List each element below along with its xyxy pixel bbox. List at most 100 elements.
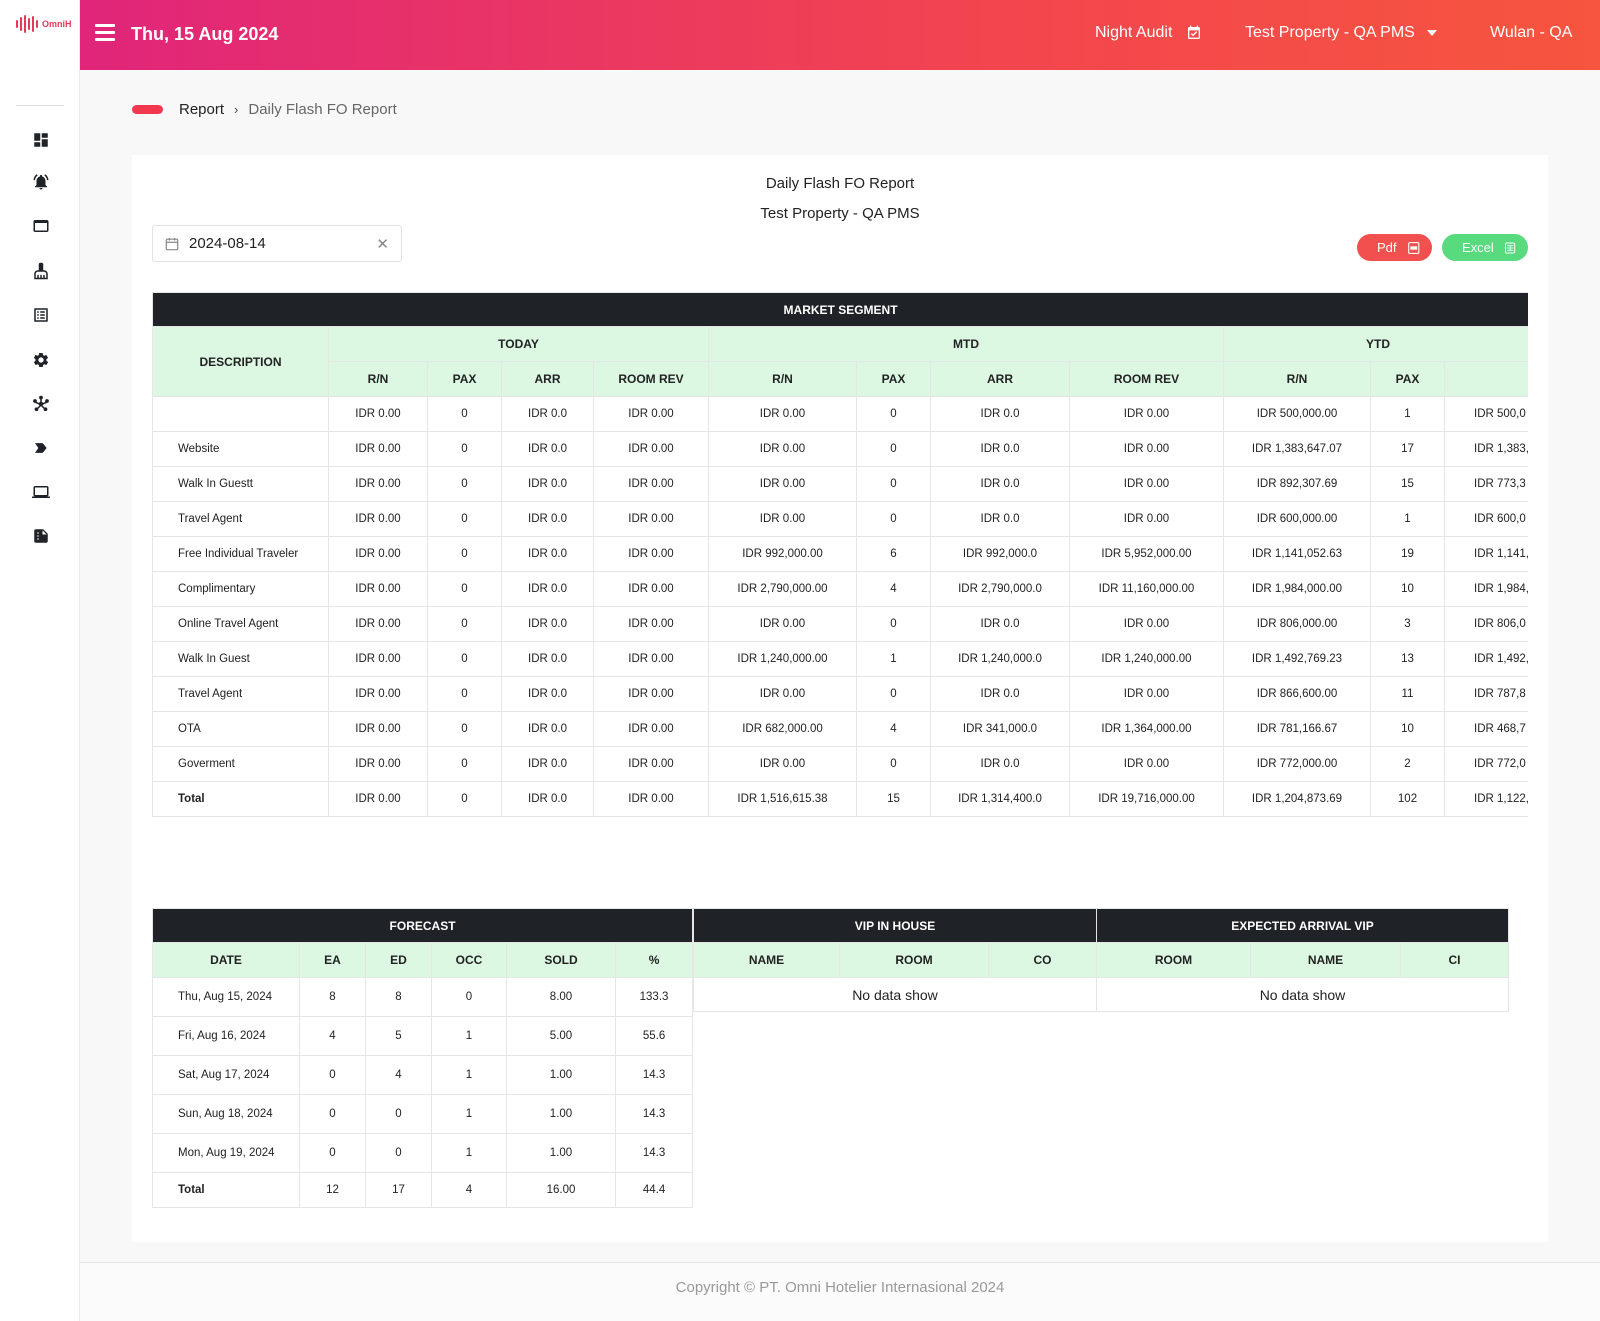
report-icon[interactable]	[30, 525, 52, 547]
eav-room-header: ROOM	[1096, 942, 1251, 978]
forecast-ed-cell: 0	[365, 1094, 432, 1134]
dashboard-icon[interactable]	[30, 129, 52, 151]
property-dropdown[interactable]: Test Property - QA PMS	[1245, 24, 1437, 42]
forecast-occ-cell: 1	[431, 1133, 507, 1173]
table-cell: IDR 682,000.00	[708, 711, 857, 747]
list-icon[interactable]	[30, 304, 52, 326]
table-cell: IDR 0.00	[708, 746, 857, 782]
laptop-icon[interactable]	[30, 481, 52, 503]
table-row: Travel Agent IDR 0.00 0 IDR 0.0 IDR 0.00 IDR …	[152, 501, 1528, 537]
calendar-icon	[165, 237, 179, 251]
breadcrumb-root[interactable]: Report	[179, 101, 225, 118]
table-cell: IDR 0.0	[501, 431, 594, 467]
date-picker[interactable]: ✕	[152, 225, 402, 262]
table-row: OTA IDR 0.00 0 IDR 0.0 IDR 0.00 IDR 682,000.0…	[152, 711, 1528, 747]
table-cell: 0	[427, 431, 502, 467]
forecast-ea-cell: 8	[299, 977, 366, 1017]
table-cell: 0	[427, 641, 502, 677]
arrow-tag-icon[interactable]	[30, 437, 52, 459]
market-segment-table-wrapper[interactable]: MARKET SEGMENT DESCRIPTION TODAY MTD YTD…	[152, 292, 1528, 817]
table-cell: IDR 0.0	[501, 396, 594, 432]
table-cell: IDR 772,0	[1443, 746, 1528, 782]
forecast-row: Sat, Aug 17, 2024 0 4 1 1.00 14.3	[152, 1055, 694, 1095]
clear-icon[interactable]: ✕	[376, 235, 389, 253]
segment-description: Travel Agent	[152, 501, 329, 537]
table-cell: IDR 0.00	[593, 396, 709, 432]
table-cell: 0	[856, 501, 931, 537]
breadcrumb: Report › Daily Flash FO Report	[132, 101, 397, 118]
table-cell: IDR 0.00	[593, 431, 709, 467]
table-cell: IDR 2,790,000.00	[708, 571, 857, 607]
table-cell: IDR 0.00	[328, 466, 428, 502]
table-cell: IDR 0.00	[328, 746, 428, 782]
column-header: ROOM REV	[593, 361, 709, 397]
settings-icon[interactable]	[30, 349, 52, 371]
pdf-label: Pdf	[1377, 240, 1397, 255]
table-cell: IDR 0.0	[501, 781, 594, 817]
window-icon[interactable]	[30, 215, 52, 237]
report-subtitle: Test Property - QA PMS	[760, 205, 920, 222]
forecast-ed-cell: 8	[365, 977, 432, 1017]
menu-toggle-icon[interactable]	[95, 24, 117, 42]
table-cell: IDR 0.00	[328, 501, 428, 537]
forecast-total-pct: 44.4	[614, 1172, 694, 1208]
forecast-row: Mon, Aug 19, 2024 0 0 1 1.00 14.3	[152, 1133, 694, 1173]
footer: Copyright © PT. Omni Hotelier Internasio…	[80, 1262, 1600, 1321]
forecast-ed-cell: 4	[365, 1055, 432, 1095]
table-cell: IDR 1,204,873.69	[1223, 781, 1371, 817]
property-label: Test Property - QA PMS	[1245, 24, 1415, 41]
night-audit-button[interactable]: Night Audit	[1095, 24, 1202, 42]
forecast-occ-cell: 1	[431, 1094, 507, 1134]
segment-description: Online Travel Agent	[152, 606, 329, 642]
table-cell: IDR 0.00	[1069, 746, 1224, 782]
export-excel-button[interactable]: Excel	[1442, 234, 1528, 261]
excel-label: Excel	[1462, 240, 1494, 255]
table-cell: IDR 1,314,400.0	[930, 781, 1070, 817]
date-input[interactable]	[189, 235, 369, 252]
segment-description: Goverment	[152, 746, 329, 782]
export-pdf-button[interactable]: Pdf	[1357, 234, 1432, 261]
table-cell: 1	[1370, 501, 1445, 537]
vip-co-header: CO	[988, 942, 1097, 978]
caret-down-icon	[1426, 30, 1437, 36]
network-icon[interactable]	[30, 393, 52, 415]
table-cell: IDR 0.0	[930, 431, 1070, 467]
segment-description: Travel Agent	[152, 676, 329, 712]
alarm-icon[interactable]	[30, 171, 52, 193]
expected-arrival-vip-table-wrapper: EXPECTED ARRIVAL VIP ROOM NAME CI No dat…	[1096, 908, 1509, 1012]
table-cell: 0	[427, 501, 502, 537]
forecast-pct-cell: 14.3	[614, 1055, 694, 1095]
forecast-total-ea: 12	[299, 1172, 366, 1208]
table-cell: IDR 0.00	[593, 676, 709, 712]
forecast-column-header: %	[614, 942, 694, 978]
table-cell: 0	[856, 606, 931, 642]
forecast-column-header: EA	[299, 942, 366, 978]
forecast-pct-cell: 14.3	[614, 1133, 694, 1173]
forecast-date-cell: Sat, Aug 17, 2024	[152, 1055, 300, 1095]
forecast-total-row: Total 12 17 4 16.00 44.4	[152, 1172, 694, 1208]
housekeeping-icon[interactable]	[30, 260, 52, 282]
table-cell: IDR 772,000.00	[1223, 746, 1371, 782]
table-cell: 0	[427, 536, 502, 572]
vip-in-house-title: VIP IN HOUSE	[693, 908, 1097, 943]
forecast-pct-cell: 55.6	[614, 1016, 694, 1056]
table-cell: IDR 19,716,000.00	[1069, 781, 1224, 817]
table-cell: 11	[1370, 676, 1445, 712]
table-row: Free Individual Traveler IDR 0.00 0 IDR 0.0…	[152, 536, 1528, 572]
omnih-logo[interactable]: OmniH	[16, 14, 72, 34]
table-cell: IDR 0.00	[328, 676, 428, 712]
forecast-sold-cell: 5.00	[506, 1016, 616, 1056]
forecast-ed-cell: 0	[365, 1133, 432, 1173]
table-cell: IDR 600,0	[1443, 501, 1528, 537]
user-menu[interactable]: Wulan - QA	[1490, 24, 1573, 41]
forecast-row: Sun, Aug 18, 2024 0 0 1 1.00 14.3	[152, 1094, 694, 1134]
table-cell: IDR 0.00	[593, 501, 709, 537]
pdf-file-icon	[1407, 241, 1419, 254]
table-cell: 0	[427, 711, 502, 747]
vip-room-header: ROOM	[839, 942, 989, 978]
market-segment-table: MARKET SEGMENT DESCRIPTION TODAY MTD YTD…	[152, 292, 1528, 817]
table-cell: IDR 0.0	[930, 676, 1070, 712]
table-cell: IDR 5,952,000.00	[1069, 536, 1224, 572]
forecast-total-occ: 4	[431, 1172, 507, 1208]
table-cell: IDR 0.00	[708, 396, 857, 432]
